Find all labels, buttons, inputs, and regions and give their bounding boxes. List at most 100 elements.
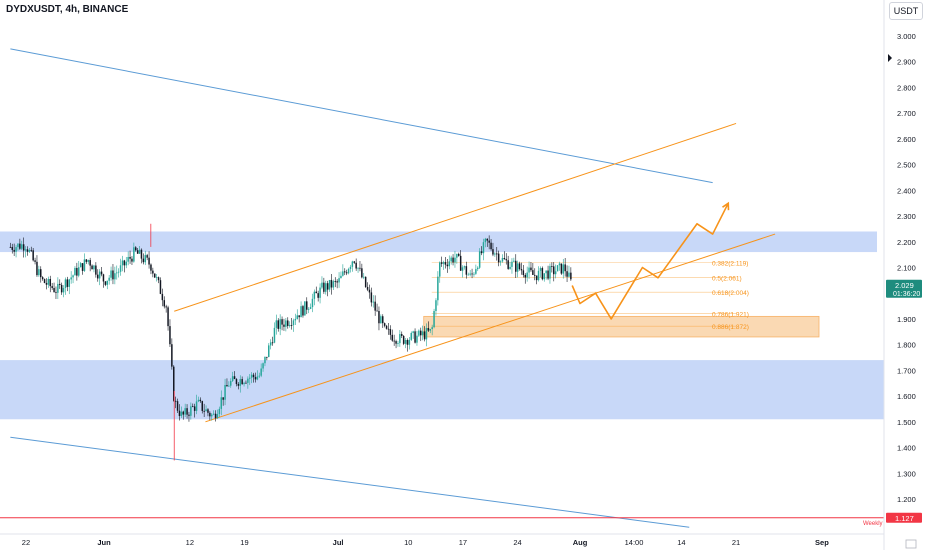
candle-body[interactable] (228, 385, 230, 387)
candle-body[interactable] (266, 356, 268, 358)
candle-body[interactable] (201, 401, 204, 411)
candle-body[interactable] (558, 263, 561, 266)
candle-body[interactable] (127, 256, 129, 262)
candle-body[interactable] (245, 382, 247, 384)
candle-body[interactable] (319, 287, 321, 298)
candle-body[interactable] (116, 272, 118, 274)
candle-body[interactable] (129, 256, 131, 259)
candle-body[interactable] (374, 301, 376, 311)
candle-body[interactable] (159, 280, 162, 294)
candle-body[interactable] (522, 270, 525, 275)
candle-body[interactable] (336, 281, 338, 283)
candle-body[interactable] (323, 282, 325, 292)
candle-body[interactable] (444, 262, 447, 265)
candle-body[interactable] (537, 270, 540, 281)
candle-body[interactable] (399, 334, 401, 344)
candle-body[interactable] (83, 259, 86, 271)
candle-body[interactable] (95, 265, 97, 275)
candle-body[interactable] (173, 366, 175, 401)
candle-body[interactable] (144, 255, 147, 263)
candle-body[interactable] (294, 318, 297, 321)
candle-body[interactable] (518, 263, 521, 270)
candle-body[interactable] (452, 257, 454, 263)
candle-body[interactable] (76, 267, 78, 276)
candle-body[interactable] (146, 255, 148, 258)
candle-body[interactable] (224, 385, 226, 400)
candle-body[interactable] (256, 376, 259, 380)
candle-body[interactable] (230, 380, 232, 386)
candle-body[interactable] (391, 334, 394, 341)
candle-body[interactable] (332, 281, 335, 288)
candle-body[interactable] (458, 253, 460, 256)
candle-body[interactable] (264, 356, 266, 364)
candle-body[interactable] (262, 363, 264, 369)
candle-body[interactable] (423, 331, 426, 340)
candle-body[interactable] (150, 264, 152, 271)
candle-body[interactable] (551, 266, 553, 267)
candle-body[interactable] (51, 286, 53, 288)
candle-body[interactable] (437, 276, 439, 301)
candle-body[interactable] (85, 259, 88, 262)
candle-body[interactable] (535, 275, 538, 281)
candle-body[interactable] (427, 328, 430, 331)
candle-body[interactable] (425, 328, 428, 340)
candle-body[interactable] (226, 385, 228, 387)
candle-body[interactable] (446, 264, 449, 267)
candle-body[interactable] (404, 340, 407, 344)
candle-body[interactable] (311, 298, 314, 308)
candle-body[interactable] (216, 414, 219, 419)
candle-body[interactable] (325, 283, 327, 292)
candle-body[interactable] (338, 278, 340, 283)
candle-body[interactable] (401, 334, 403, 336)
candle-body[interactable] (440, 262, 443, 264)
candle-body[interactable] (239, 379, 242, 386)
candle-body[interactable] (410, 332, 413, 340)
candle-body[interactable] (45, 282, 48, 285)
candle-body[interactable] (480, 251, 483, 254)
candle-body[interactable] (509, 266, 511, 269)
candle-body[interactable] (484, 238, 487, 243)
candle-body[interactable] (62, 288, 65, 293)
candle-body[interactable] (98, 271, 101, 279)
candle-body[interactable] (429, 329, 432, 331)
candle-body[interactable] (361, 268, 363, 278)
currency-button[interactable]: USDT (889, 2, 923, 20)
candle-body[interactable] (169, 326, 171, 345)
candle-body[interactable] (532, 270, 534, 275)
candle-body[interactable] (478, 251, 481, 268)
candle-body[interactable] (526, 272, 528, 278)
candle-body[interactable] (499, 261, 502, 263)
candle-body[interactable] (237, 384, 240, 386)
candle-body[interactable] (104, 281, 107, 285)
candle-body[interactable] (102, 274, 105, 282)
candle-body[interactable] (125, 261, 128, 266)
candle-body[interactable] (119, 265, 122, 272)
candle-body[interactable] (541, 268, 544, 280)
candle-body[interactable] (494, 253, 496, 255)
channel-lower-line[interactable] (205, 233, 776, 423)
candle-body[interactable] (53, 287, 55, 292)
candle-body[interactable] (13, 249, 15, 252)
candle-body[interactable] (123, 260, 126, 266)
candle-body[interactable] (351, 261, 354, 267)
candle-body[interactable] (459, 255, 462, 271)
candle-body[interactable] (450, 257, 452, 262)
candle-body[interactable] (524, 274, 527, 278)
candle-body[interactable] (507, 260, 509, 269)
candle-body[interactable] (22, 244, 25, 251)
candle-body[interactable] (298, 315, 300, 318)
candle-body[interactable] (30, 249, 33, 251)
candle-body[interactable] (254, 377, 257, 380)
candle-body[interactable] (205, 409, 207, 412)
candle-body[interactable] (28, 249, 31, 252)
candle-body[interactable] (155, 277, 158, 279)
candle-body[interactable] (117, 271, 120, 273)
candle-body[interactable] (488, 240, 490, 243)
candle-body[interactable] (366, 286, 369, 290)
fib-target-box[interactable] (423, 315, 820, 338)
candle-body[interactable] (43, 279, 46, 283)
candle-body[interactable] (275, 320, 278, 328)
candle-body[interactable] (281, 319, 283, 325)
candle-body[interactable] (414, 331, 416, 343)
candle-body[interactable] (184, 408, 186, 415)
